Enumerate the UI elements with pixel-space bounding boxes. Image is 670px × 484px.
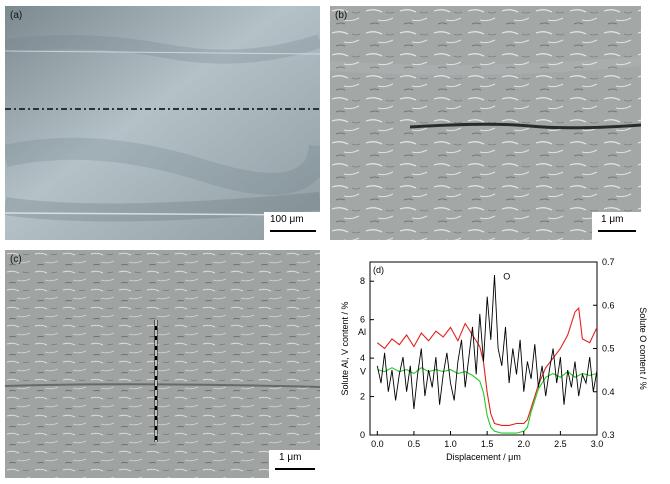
x-tick-label: 2.5 xyxy=(554,439,567,449)
series-line-o xyxy=(376,274,598,410)
scale-label-a: 100 μm xyxy=(270,214,304,225)
micrograph-c: (c) 1 μm xyxy=(5,250,320,478)
series-label-o: O xyxy=(503,271,510,281)
scale-label-c: 1 μm xyxy=(279,452,302,463)
panel-b-label: (b) xyxy=(335,10,348,21)
y-left-axis-label: Solute Al, V content / % xyxy=(340,301,350,395)
scale-bar-a xyxy=(270,230,316,232)
micrograph-b-texture xyxy=(330,6,641,240)
x-tick-label: 2.0 xyxy=(518,439,531,449)
panel-d-label: (d) xyxy=(373,265,384,275)
scale-box-a: 100 μm xyxy=(264,212,320,240)
x-tick-label: 1.5 xyxy=(481,439,494,449)
x-tick-label: 0.0 xyxy=(371,439,384,449)
y-right-tick-label: 0.3 xyxy=(602,430,615,440)
y-left-tick-label: 6 xyxy=(360,315,365,325)
x-tick-label: 1.0 xyxy=(444,439,457,449)
scale-box-c: 1 μm xyxy=(269,450,320,478)
plot-frame xyxy=(369,261,598,436)
series-line-v xyxy=(377,367,598,434)
micrograph-b: (b) 1 μm xyxy=(330,6,641,240)
y-left-tick-label: 2 xyxy=(360,392,365,402)
y-right-tick-label: 0.6 xyxy=(602,300,615,310)
x-axis-label: Displacement / μm xyxy=(446,452,521,462)
series-line-al xyxy=(376,306,598,426)
micrograph-c-texture xyxy=(5,250,320,478)
x-tick-label: 3.0 xyxy=(591,439,604,449)
y-left-tick-label: 8 xyxy=(360,276,365,286)
y-right-tick-label: 0.4 xyxy=(602,387,615,397)
series-label-v: V xyxy=(360,367,366,377)
y-right-axis-label: Solute O content / % xyxy=(638,307,648,390)
micrograph-a: (a) 100 μm xyxy=(5,6,320,240)
x-tick-label: 0.5 xyxy=(408,439,421,449)
panel-c-label: (c) xyxy=(10,254,22,265)
y-left-tick-label: 0 xyxy=(360,430,365,440)
y-right-tick-label: 0.7 xyxy=(602,257,615,267)
solute-profile-chart: 0.0 0.5 1.0 1.5 2.0 2.5 3.0 0 2 4 6 8 0.3 0.4 0.5 0.6 0.… xyxy=(340,257,648,462)
series-label-al: Al xyxy=(358,327,366,337)
scale-bar-c xyxy=(275,468,315,470)
scale-bar-b xyxy=(598,230,636,232)
y-right-tick-label: 0.5 xyxy=(602,344,615,354)
y-left-tick-label: 4 xyxy=(360,353,365,363)
micrograph-a-texture xyxy=(5,6,320,240)
scale-label-b: 1 μm xyxy=(601,214,624,225)
panel-a-label: (a) xyxy=(10,10,23,21)
scale-box-b: 1 μm xyxy=(592,212,641,240)
